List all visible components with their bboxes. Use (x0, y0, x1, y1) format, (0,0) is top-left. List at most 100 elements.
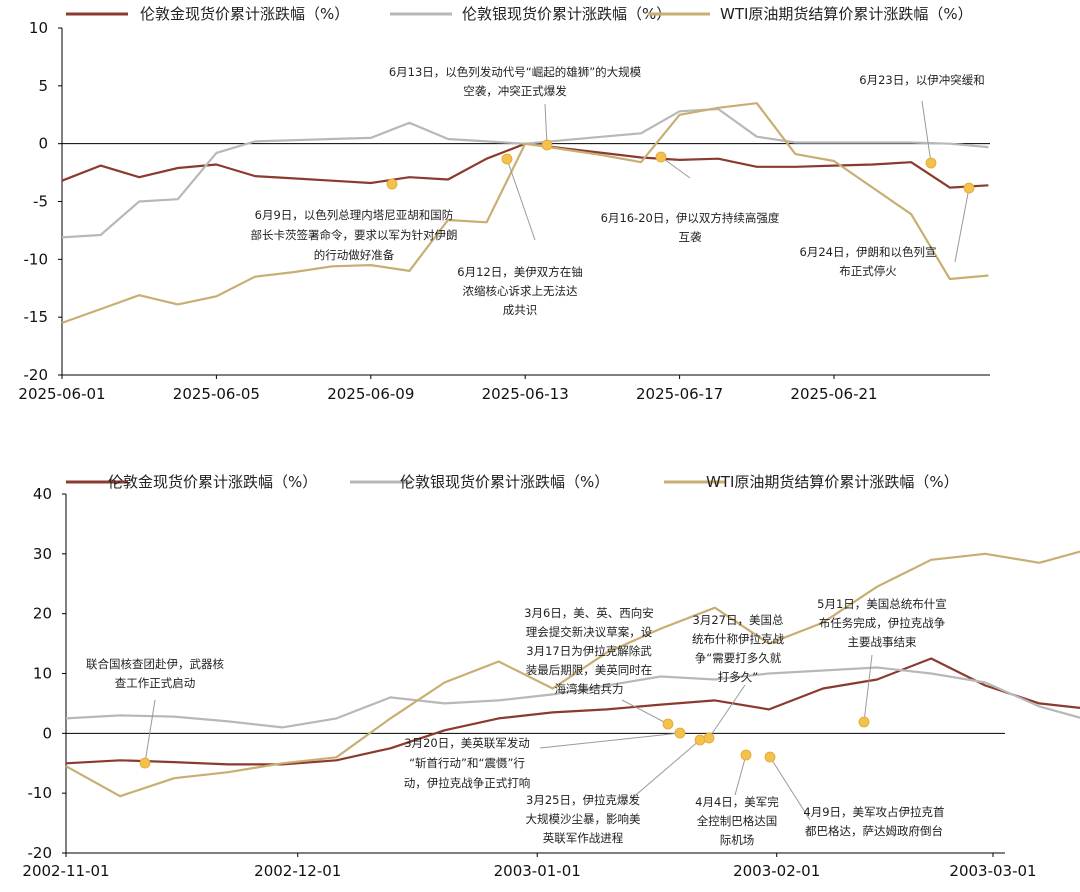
series-line-gold (61, 142, 989, 189)
annotation-line: 查工作正式启动 (115, 676, 196, 690)
event-marker (858, 716, 870, 728)
annotation-line: 互袭 (679, 230, 702, 244)
x-tick-label: 2025-06-01 (18, 385, 105, 403)
annotation-line: 装最后期限，美英同时在 (526, 663, 653, 677)
annotation-line: 海湾集结兵力 (555, 682, 624, 696)
annotation-text: 3月6日，美、英、西向安理会提交新决议草案，设 3月17日为伊拉克解除武装最后期限… (524, 606, 654, 696)
annotation-line: “斩首行动”和“震慑”行 (409, 756, 525, 770)
annotation-line: 4月4日，美军完 (695, 795, 779, 809)
annotation-line: 际机场 (720, 833, 755, 847)
series-line-oil (61, 102, 989, 324)
annotation-line: 的行动做好准备 (314, 248, 395, 262)
series-line-silver (65, 666, 1080, 729)
annotation-line: 6月9日，以色列总理内塔尼亚胡和国防 (255, 208, 454, 222)
y-tick-label: -10 (24, 250, 49, 268)
annotation-leader (921, 100, 932, 164)
annotation-leader (144, 699, 156, 764)
annotation-line: 6月13日，以色列发动代号“崛起的雄狮”的大规模 (389, 65, 642, 79)
annotation-line: 主要战事结束 (848, 635, 917, 649)
event-marker (694, 734, 706, 746)
annotation-leader (539, 732, 681, 749)
y-tick-label: 10 (29, 19, 48, 37)
annotation-line: 全控制巴格达国 (697, 814, 778, 828)
legend-label-gold: 伦敦金现货价累计涨跌幅（%） (140, 5, 349, 23)
annotation-text: 联合国核查团赴伊，武器核查工作正式启动 (86, 657, 224, 690)
y-tick-label: 5 (38, 77, 48, 95)
x-tick-label: 2025-06-13 (482, 385, 569, 403)
event-marker (386, 178, 398, 190)
y-tick-label: 20 (33, 605, 52, 623)
annotation-leader (629, 739, 701, 801)
event-marker (764, 751, 776, 763)
x-tick-label: 2025-06-09 (327, 385, 414, 403)
x-tick-label: 2002-12-01 (254, 862, 341, 880)
annotation-line: 打多久” (718, 670, 758, 684)
annotation-line: 3月6日，美、英、西向安 (524, 606, 654, 620)
annotation-line: 争“需要打多久就 (695, 651, 782, 665)
annotation-leader (544, 103, 548, 146)
y-tick-label: 10 (33, 665, 52, 683)
annotation-line: 6月16-20日，伊以双方持续高强度 (601, 211, 780, 225)
series-line-silver (61, 107, 989, 239)
annotation-line: 理会提交新决议草案，设 (526, 625, 653, 639)
x-tick-label: 2003-02-01 (733, 862, 820, 880)
annotation-text: 4月4日，美军完全控制巴格达国际机场 (695, 795, 779, 847)
y-tick-label: 30 (33, 545, 52, 563)
event-marker (925, 157, 937, 169)
annotation-text: 6月16-20日，伊以双方持续高强度互袭 (601, 211, 780, 244)
x-tick-label: 2003-03-01 (949, 862, 1036, 880)
annotation-text: 3月25日，伊拉克爆发大规模沙尘暴，影响美英联军作战进程 (526, 793, 641, 845)
legend-label-gold: 伦敦金现货价累计涨跌幅（%） (108, 473, 317, 491)
event-marker (662, 718, 674, 730)
y-tick-label: 40 (33, 485, 52, 503)
y-tick-label: 0 (38, 135, 48, 153)
y-tick-label: -20 (24, 366, 49, 384)
annotation-line: 6月23日，以伊冲突缓和 (859, 73, 984, 87)
event-marker (674, 727, 686, 739)
legend-label-oil: WTI原油期货结算价累计涨跌幅（%） (706, 473, 959, 491)
series-line-gold (65, 657, 1080, 766)
annotation-text: 6月24日，伊朗和以色列宣布正式停火 (800, 245, 937, 278)
annotation-leader (734, 754, 747, 796)
annotation-line: 联合国核查团赴伊，武器核 (86, 657, 224, 671)
annotation-line: 浓缩核心诉求上无法达 (463, 284, 578, 298)
event-marker (655, 151, 667, 163)
event-marker (501, 153, 513, 165)
annotation-line: 3月20日，美英联军发动 (404, 736, 529, 750)
annotation-line: 3月27日，美国总 (693, 613, 784, 627)
event-marker (139, 757, 151, 769)
annotation-text: 6月23日，以伊冲突缓和 (859, 73, 984, 87)
event-marker (703, 732, 715, 744)
annotation-line: 动，伊拉克战争正式打响 (404, 776, 531, 790)
event-marker (541, 139, 553, 151)
y-tick-label: -20 (28, 844, 53, 862)
annotation-line: 6月24日，伊朗和以色列宣 (800, 245, 937, 259)
annotation-text: 6月12日，美伊双方在铀浓缩核心诉求上无法达成共识 (457, 265, 582, 317)
series-line-oil (65, 550, 1080, 798)
legend-label-silver: 伦敦银现货价累计涨跌幅（%） (400, 473, 609, 491)
annotation-text: 4月9日，美军攻占伊拉克首都巴格达，萨达姆政府倒台 (803, 805, 944, 838)
annotation-line: 部长卡茨签署命令，要求以军为针对伊朗 (251, 228, 458, 242)
x-tick-label: 2002-11-01 (22, 862, 109, 880)
annotation-leader (954, 187, 970, 263)
annotation-text: 6月13日，以色列发动代号“崛起的雄狮”的大规模空袭，冲突正式爆发 (389, 65, 642, 98)
y-tick-label: -10 (28, 784, 53, 802)
y-tick-label: 0 (42, 724, 52, 742)
annotation-line: 4月9日，美军攻占伊拉克首 (803, 805, 944, 819)
annotation-line: 5月1日，美国总统布什宣 (817, 597, 947, 611)
annotation-leader (769, 756, 811, 821)
legend-label-oil: WTI原油期货结算价累计涨跌幅（%） (720, 5, 973, 23)
annotation-line: 成共识 (503, 303, 538, 317)
annotation-line: 大规模沙尘暴，影响美 (526, 812, 641, 826)
annotation-leader (708, 684, 746, 739)
annotation-leader (660, 156, 691, 179)
annotation-leader (621, 699, 669, 725)
annotation-line: 布任务完成，伊拉克战争 (819, 616, 946, 630)
x-tick-label: 2025-06-05 (173, 385, 260, 403)
x-tick-label: 2003-01-01 (494, 862, 581, 880)
annotation-leader (863, 654, 873, 723)
y-tick-label: -5 (33, 193, 48, 211)
annotation-line: 空袭，冲突正式爆发 (463, 84, 567, 98)
